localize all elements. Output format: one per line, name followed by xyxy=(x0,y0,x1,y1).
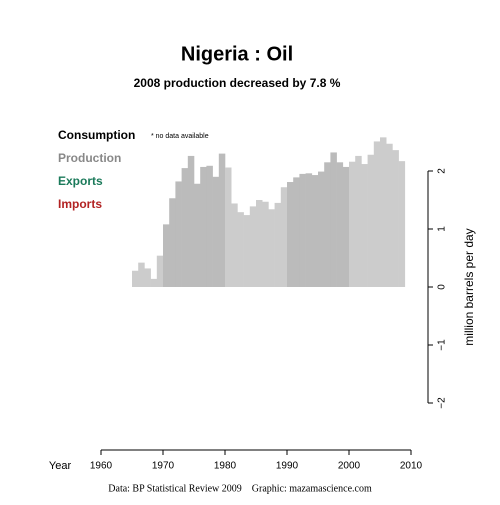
bar xyxy=(206,165,213,287)
bar xyxy=(330,152,337,287)
bar xyxy=(200,166,207,287)
y-tick-label: −2 xyxy=(437,397,448,409)
bar xyxy=(318,171,325,287)
bar xyxy=(355,155,362,287)
bar xyxy=(386,143,393,287)
bar xyxy=(311,175,319,287)
y-tick-label: 2 xyxy=(437,168,448,174)
bar xyxy=(212,176,220,287)
y-tick-label: 0 xyxy=(437,284,448,290)
x-tick-label: 1990 xyxy=(276,461,299,472)
x-tick-label: 2010 xyxy=(400,461,423,472)
chart-subtitle: 2008 production decreased by 7.8 % xyxy=(134,76,341,90)
bar xyxy=(367,154,375,287)
bar xyxy=(274,202,282,287)
bar xyxy=(342,166,350,287)
bar xyxy=(373,141,381,287)
bar xyxy=(392,150,399,287)
source: Data: BP Statistical Review 2009 Graphic… xyxy=(108,483,372,494)
bar xyxy=(398,161,406,287)
bar xyxy=(256,200,263,287)
bar xyxy=(349,161,356,287)
bar xyxy=(156,255,164,287)
bar xyxy=(181,168,189,287)
bar xyxy=(163,224,170,287)
x-axis-label: Year xyxy=(49,460,72,472)
chart-title: Nigeria : Oil xyxy=(181,43,293,65)
bar xyxy=(249,206,257,287)
x-tick-label: 2000 xyxy=(338,461,361,472)
bar xyxy=(150,278,158,287)
bar xyxy=(138,262,145,287)
bar xyxy=(361,164,368,287)
legend-entry: Exports xyxy=(58,174,103,188)
bar xyxy=(336,162,344,287)
bar xyxy=(380,137,387,287)
bar xyxy=(280,187,288,287)
bar xyxy=(218,153,226,287)
bar xyxy=(175,181,182,287)
bar xyxy=(305,173,313,287)
bar xyxy=(132,270,139,287)
y-tick-label: −1 xyxy=(437,339,448,351)
bar xyxy=(243,215,251,287)
y-tick-label: 1 xyxy=(437,226,448,232)
bar xyxy=(225,167,232,287)
bar xyxy=(299,173,306,287)
note: * no data available xyxy=(151,133,209,140)
bar xyxy=(293,177,300,287)
bar xyxy=(287,182,294,287)
bar xyxy=(268,209,275,287)
legend-entry: Imports xyxy=(58,197,102,211)
bar xyxy=(194,183,201,287)
bar xyxy=(237,212,244,287)
bar xyxy=(144,268,151,287)
y-axis-label: million barrels per day xyxy=(462,228,476,345)
bar xyxy=(187,155,195,287)
bar xyxy=(231,203,238,287)
bar xyxy=(262,201,269,287)
bar xyxy=(169,198,176,287)
x-tick-label: 1970 xyxy=(152,461,175,472)
legend-entry: Consumption xyxy=(58,128,135,142)
bar xyxy=(324,162,331,287)
x-tick-label: 1960 xyxy=(90,461,113,472)
legend-entry: Production xyxy=(58,151,121,165)
x-tick-label: 1980 xyxy=(214,461,237,472)
